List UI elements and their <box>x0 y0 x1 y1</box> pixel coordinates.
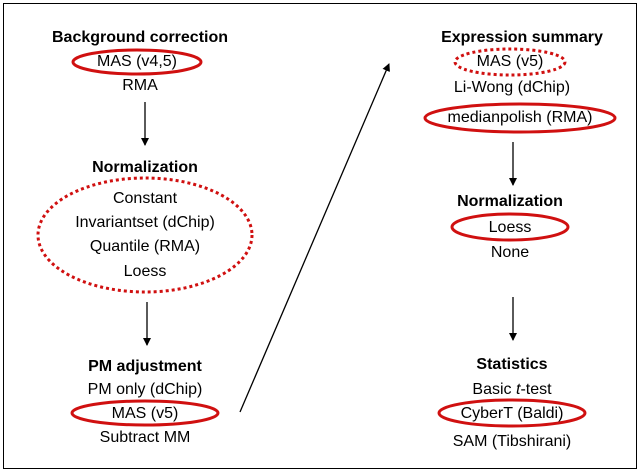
block-title: Expression summary <box>441 29 603 46</box>
arrow <box>239 63 390 413</box>
item: Quantile (RMA) <box>90 238 200 255</box>
item: Loess <box>124 263 167 280</box>
block-title: Normalization <box>457 193 563 210</box>
highlight <box>71 48 203 76</box>
frame <box>3 3 637 469</box>
highlight <box>450 212 570 242</box>
block-title: Normalization <box>92 159 198 176</box>
item: Loess <box>489 219 532 236</box>
block-title: Background correction <box>52 29 228 46</box>
item: None <box>491 244 529 261</box>
highlight <box>70 399 220 427</box>
item: Li-Wong (dChip) <box>454 79 570 96</box>
item: MAS (v4,5) <box>97 53 177 70</box>
item: RMA <box>122 77 158 94</box>
item-part: -test <box>520 381 552 398</box>
block-title: Statistics <box>476 356 547 373</box>
item: CyberT (Baldi) <box>461 405 564 422</box>
item: PM only (dChip) <box>88 381 203 398</box>
item: Subtract MM <box>100 429 191 446</box>
item: MAS (v5) <box>112 405 179 422</box>
item: Invariantset (dChip) <box>75 214 215 231</box>
highlight <box>437 398 587 428</box>
item: medianpolish (RMA) <box>448 109 593 126</box>
highlight <box>36 176 254 294</box>
item-part: t <box>516 381 521 398</box>
block-title: PM adjustment <box>88 358 202 375</box>
highlight <box>423 102 617 134</box>
item: Basic t-test <box>472 381 552 398</box>
item-part: Basic <box>472 381 516 398</box>
item: SAM (Tibshirani) <box>453 433 572 450</box>
item: MAS (v5) <box>477 53 544 70</box>
item: Constant <box>113 190 178 207</box>
highlight <box>453 47 567 77</box>
